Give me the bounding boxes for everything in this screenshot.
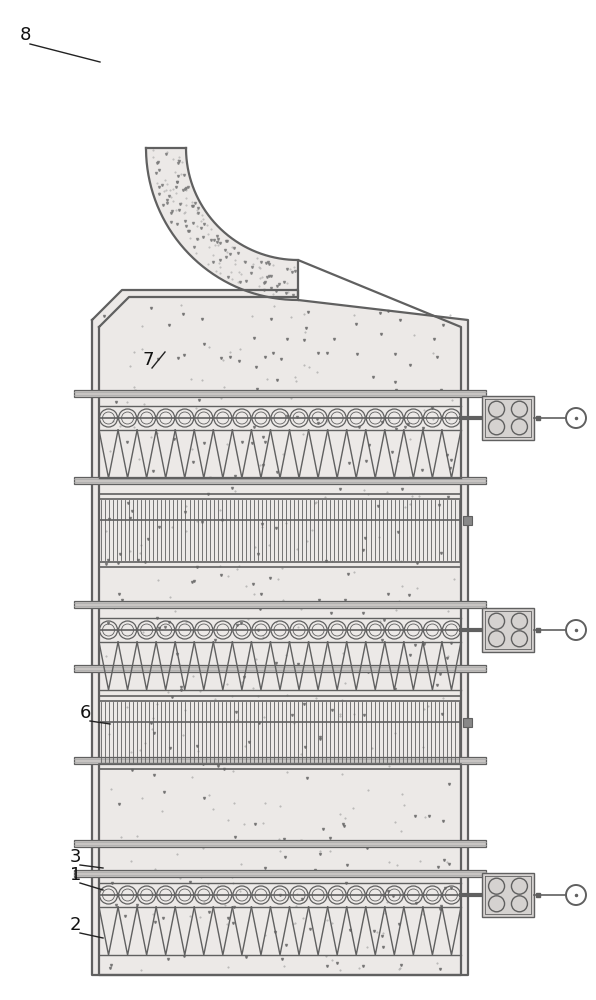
- Bar: [482, 873, 534, 917]
- Text: 2: 2: [70, 916, 82, 934]
- Polygon shape: [92, 290, 468, 975]
- Bar: [74, 664, 486, 672]
- Text: 1: 1: [70, 866, 82, 884]
- Text: 6: 6: [80, 704, 91, 722]
- Bar: [74, 389, 486, 396]
- Bar: [74, 756, 486, 764]
- Bar: [74, 600, 486, 607]
- Bar: [74, 477, 486, 484]
- Bar: [74, 840, 486, 846]
- Text: 3: 3: [70, 848, 82, 866]
- Bar: [463, 718, 472, 727]
- Text: 8: 8: [20, 26, 32, 44]
- Text: 7: 7: [142, 351, 154, 369]
- Bar: [463, 516, 472, 525]
- Bar: [482, 396, 534, 440]
- Bar: [74, 869, 486, 876]
- Bar: [482, 608, 534, 652]
- Polygon shape: [146, 148, 298, 300]
